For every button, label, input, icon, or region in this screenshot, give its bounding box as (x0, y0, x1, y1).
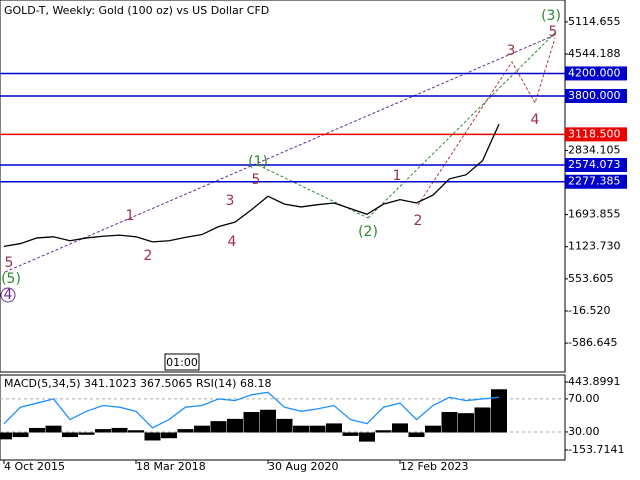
macd-bar (194, 425, 210, 433)
macd-bar (425, 425, 441, 433)
macd-bar (458, 413, 474, 433)
wave-label: (3) (541, 8, 561, 24)
wave-line (367, 32, 556, 219)
macd-bar (392, 423, 408, 433)
macd-bar (408, 432, 425, 438)
y-tick-label: 70.00 (568, 392, 600, 405)
x-tick-label: 4 Oct 2015 (4, 460, 65, 473)
wave-label: (2) (358, 224, 378, 240)
y-tick-label: 4544.188 (568, 47, 621, 60)
wave-label: (5) (1, 271, 21, 287)
level-box (565, 88, 627, 103)
macd-bar (260, 409, 276, 433)
macd-bar (161, 432, 177, 439)
macd-bar (491, 389, 507, 433)
time-label: 01:00 (166, 356, 198, 369)
y-tick-label: 30.00 (568, 425, 600, 438)
wave-label: 3 (226, 193, 235, 209)
price-line (3, 123, 500, 248)
level-label: 2574.073 (568, 158, 621, 171)
y-tick-label: 1693.855 (568, 208, 621, 221)
y-tick-label: 553.605 (568, 272, 614, 285)
forecast-line (417, 37, 556, 206)
wave-label: 4 (531, 112, 540, 128)
macd-bar (12, 432, 29, 438)
macd-bar (309, 425, 326, 433)
macd-bar (78, 432, 95, 435)
wave-label: 5 (549, 24, 558, 40)
indicator-frame (0, 374, 566, 461)
macd-bar (342, 432, 359, 436)
macd-bar (177, 429, 194, 433)
wave-label: 5 (252, 172, 261, 188)
level-label: 4200.000 (568, 66, 621, 79)
macd-bar (293, 425, 309, 433)
x-tick-label: 30 Aug 2020 (268, 460, 338, 473)
y-tick-label: 443.8991 (568, 375, 621, 388)
wave-label: 3 (507, 43, 516, 59)
level-label: 3800.000 (568, 89, 621, 102)
level-box (565, 158, 627, 173)
channel-line (4, 34, 556, 273)
macd-bar (227, 418, 243, 433)
wave-label: 5 (5, 255, 14, 271)
wave-label: 1 (126, 208, 135, 224)
macd-bar (144, 432, 161, 441)
rsi-line (3, 391, 500, 429)
wave-label: 4 (228, 234, 237, 250)
macd-bar (474, 407, 491, 433)
macd-bar (276, 418, 293, 433)
macd-bar (29, 427, 45, 433)
wave-label: 2 (414, 213, 423, 229)
level-label: 2277.385 (568, 175, 621, 188)
macd-bar (111, 427, 128, 433)
chart-title: GOLD-T, Weekly: Gold (100 oz) vs US Doll… (4, 4, 269, 17)
level-box (565, 127, 627, 142)
x-tick-label: 18 Mar 2018 (136, 460, 206, 473)
level-box (565, 174, 627, 189)
wave-label: 2 (144, 248, 153, 264)
macd-bar (45, 425, 62, 433)
macd-bar (62, 432, 78, 438)
wave-circle (0, 287, 16, 303)
y-tick-label: 5114.655 (568, 15, 621, 28)
macd-bar (359, 432, 375, 442)
macd-bar (375, 430, 392, 433)
indicator-title: MACD(5,34,5) 341.1023 367.5065 RSI(14) 6… (4, 377, 271, 390)
level-label: 3118.500 (568, 127, 621, 140)
wave-label: (1) (248, 154, 268, 170)
level-box (565, 66, 627, 81)
price-frame (0, 0, 566, 373)
wave-line (257, 164, 369, 219)
time-box (164, 353, 200, 371)
macd-bar (128, 430, 144, 433)
y-tick-label: -153.7141 (568, 443, 624, 456)
y-tick-label: 2834.105 (568, 143, 621, 156)
x-tick-label: 12 Feb 2023 (400, 460, 468, 473)
macd-bar (0, 432, 12, 440)
macd-bar (210, 421, 227, 433)
y-tick-label: 1123.730 (568, 240, 621, 253)
y-tick-label: -16.520 (568, 304, 610, 317)
macd-bar (326, 423, 342, 433)
wave-label: 1 (393, 168, 402, 184)
y-tick-label: -586.645 (568, 336, 617, 349)
macd-bar (243, 412, 260, 433)
macd-bar (441, 412, 458, 433)
macd-bar (95, 429, 111, 433)
wave-label: 4 (4, 287, 13, 303)
